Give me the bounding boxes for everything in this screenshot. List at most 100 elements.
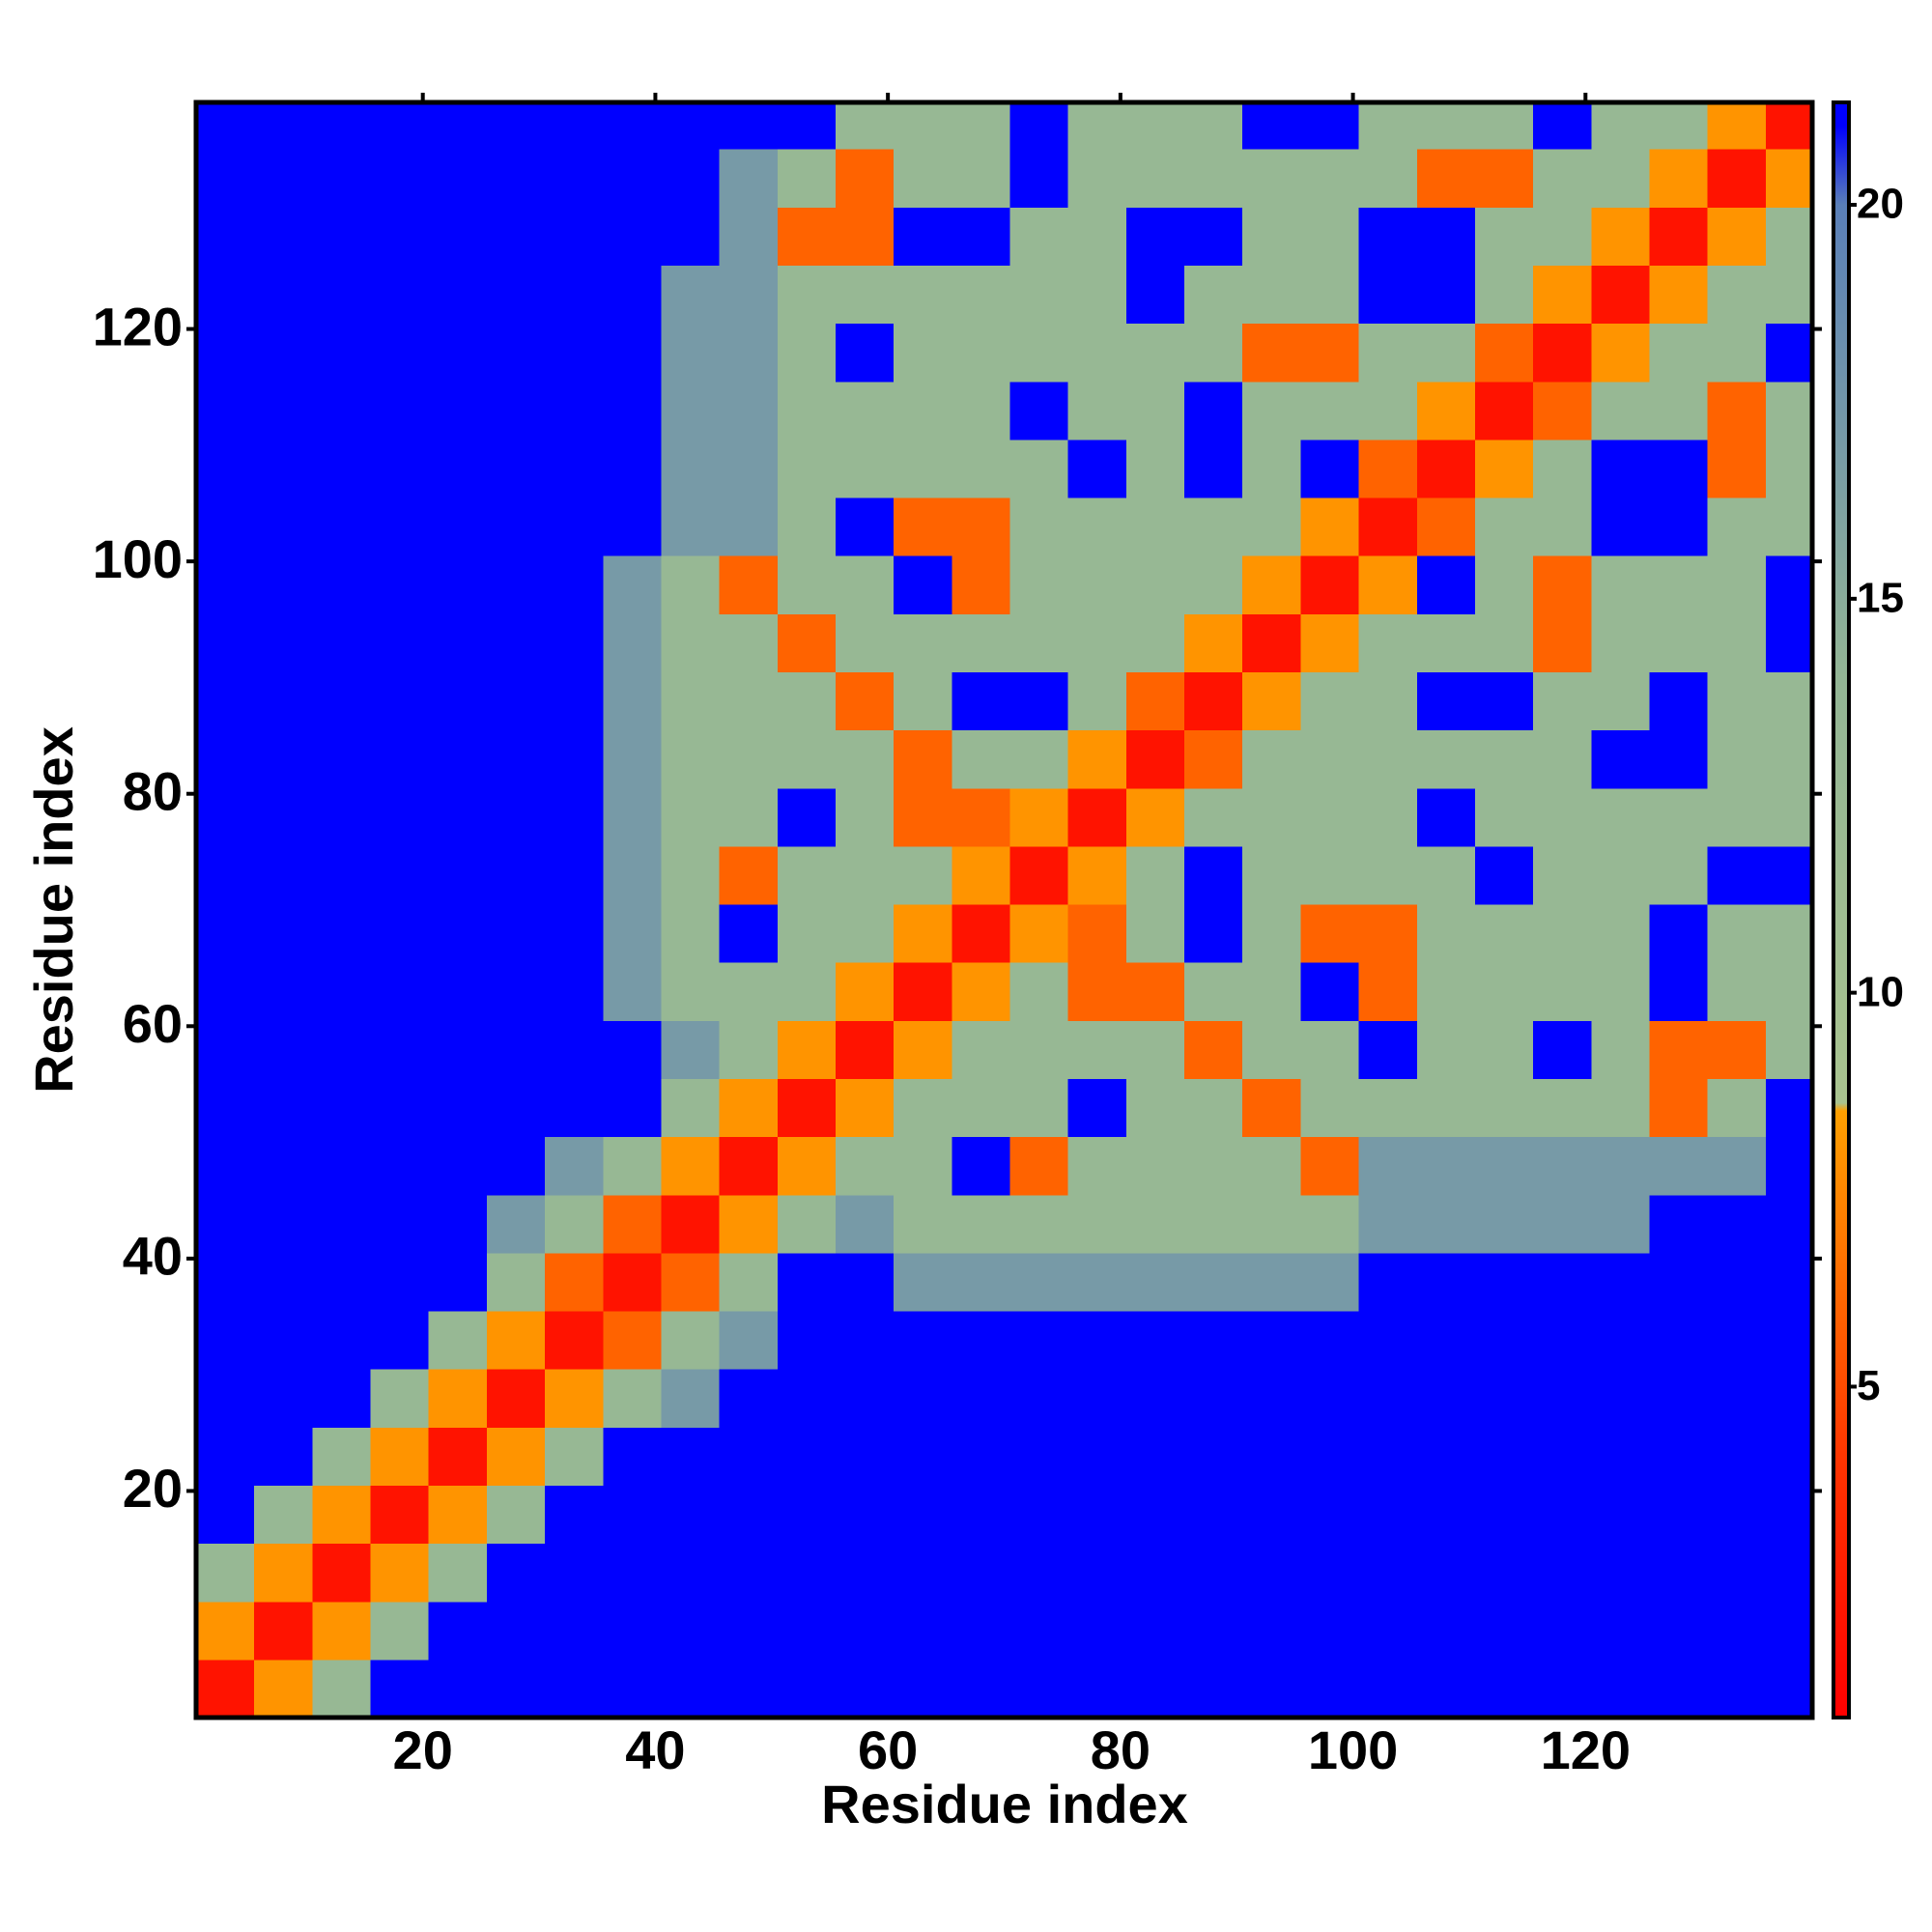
heatmap-cell (952, 1543, 1011, 1603)
heatmap-cell (312, 1601, 372, 1661)
heatmap-cell (254, 613, 313, 673)
heatmap-cell (835, 497, 895, 556)
heatmap-cell (254, 102, 313, 150)
heatmap-cell (1067, 1194, 1127, 1254)
y-tick-label: 20 (123, 1458, 183, 1519)
plot-frame (193, 99, 1815, 1720)
heatmap-cell (1416, 1543, 1476, 1603)
heatmap-cell (1474, 1601, 1534, 1661)
heatmap-cell (952, 1020, 1011, 1080)
heatmap-cell (1358, 323, 1418, 383)
heatmap-cell (370, 1659, 430, 1719)
heatmap-cell (1300, 555, 1360, 614)
heatmap-cell (196, 323, 255, 383)
heatmap-cell (835, 1310, 895, 1370)
heatmap-cell (1242, 962, 1302, 1021)
heatmap-cell (1358, 1543, 1418, 1603)
heatmap-cell (1533, 555, 1592, 614)
heatmap-cell (196, 102, 255, 150)
heatmap-cell (1416, 1659, 1476, 1719)
heatmap-cell (486, 1194, 546, 1254)
heatmap-cell (835, 1659, 895, 1719)
heatmap-cell (777, 613, 837, 673)
heatmap-cell (777, 381, 837, 440)
heatmap-cell (428, 323, 488, 383)
heatmap-cell (661, 903, 721, 963)
heatmap-cell (428, 381, 488, 440)
heatmap-cell (545, 1427, 604, 1487)
heatmap-cell (370, 671, 430, 731)
heatmap-cell (1242, 555, 1302, 614)
heatmap-cell (196, 903, 255, 963)
heatmap-cell (952, 497, 1011, 556)
heatmap-cell (1649, 845, 1709, 905)
heatmap-cell (777, 1543, 837, 1603)
heatmap-cell (1009, 671, 1069, 731)
heatmap-cell (428, 102, 488, 150)
heatmap-cell (1184, 903, 1243, 963)
heatmap-cell (1358, 1369, 1418, 1428)
heatmap-cell (545, 845, 604, 905)
heatmap-cell (1184, 1427, 1243, 1487)
heatmap-cell (196, 149, 255, 208)
heatmap-cell (835, 1078, 895, 1138)
heatmap-cell (370, 207, 430, 267)
heatmap-cell (661, 613, 721, 673)
heatmap-cell (952, 962, 1011, 1021)
heatmap-cell (1533, 1020, 1592, 1080)
heatmap-cell (1707, 1601, 1767, 1661)
x-tick-label: 100 (1308, 1719, 1398, 1780)
heatmap-cell (777, 845, 837, 905)
heatmap-cell (1416, 1485, 1476, 1545)
heatmap-cell (1009, 1601, 1069, 1661)
heatmap-cell (1765, 1543, 1813, 1603)
heatmap-cell (1649, 555, 1709, 614)
heatmap-cell (1125, 1601, 1185, 1661)
heatmap-cell (196, 207, 255, 267)
heatmap-cell (1649, 1659, 1709, 1719)
heatmap-cell (1765, 1601, 1813, 1661)
heatmap-cell (486, 845, 546, 905)
heatmap-cell (312, 1485, 372, 1545)
heatmap-cell (603, 613, 663, 673)
heatmap-cell (545, 207, 604, 267)
heatmap-cell (1067, 729, 1127, 789)
heatmap-cell (1765, 265, 1813, 325)
heatmap-cell (545, 1078, 604, 1138)
heatmap-cell (894, 149, 952, 208)
heatmap-cell (1009, 149, 1069, 208)
heatmap-cell (1707, 265, 1767, 325)
heatmap-cell (835, 1543, 895, 1603)
colorbar-tick-label: 10 (1857, 968, 1904, 1015)
heatmap-cell (1533, 149, 1592, 208)
heatmap-cell (661, 1659, 721, 1719)
heatmap-cell (1416, 613, 1476, 673)
heatmap-cell (777, 903, 837, 963)
heatmap-cell (603, 1543, 663, 1603)
heatmap-cell (1067, 497, 1127, 556)
heatmap-cell (1358, 1020, 1418, 1080)
heatmap-cell (603, 1078, 663, 1138)
heatmap-cell (777, 1078, 837, 1138)
heatmap-cell (1184, 323, 1243, 383)
heatmap-cell (1300, 1427, 1360, 1487)
heatmap-cell (777, 962, 837, 1021)
heatmap-cell (545, 1369, 604, 1428)
heatmap-cell (1416, 497, 1476, 556)
heatmap-cell (1416, 1020, 1476, 1080)
heatmap-cell (1416, 1601, 1476, 1661)
heatmap-cell (1416, 1369, 1476, 1428)
heatmap-cell (1765, 102, 1813, 150)
heatmap-cell (719, 671, 779, 731)
heatmap-cell (603, 1485, 663, 1545)
heatmap-cell (1416, 1078, 1476, 1138)
heatmap-cell (254, 1427, 313, 1487)
heatmap-cell (1416, 845, 1476, 905)
heatmap-cell (1591, 497, 1651, 556)
heatmap-cell (196, 555, 255, 614)
heatmap-cell (603, 1310, 663, 1370)
heatmap-cell (894, 1543, 952, 1603)
heatmap-cell (1300, 613, 1360, 673)
